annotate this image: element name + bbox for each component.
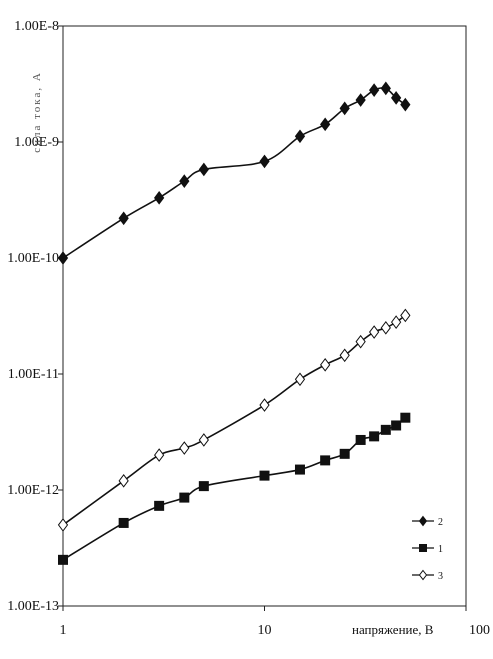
data-point [118, 473, 129, 488]
data-point [355, 434, 366, 445]
data-point [369, 83, 380, 97]
series-line [62, 87, 406, 259]
data-point [320, 357, 331, 372]
data-point [57, 518, 69, 532]
series-line [62, 314, 406, 526]
data-point [390, 315, 402, 329]
data-point [380, 424, 391, 435]
legend-marker [418, 515, 428, 527]
data-point [320, 117, 331, 132]
data-point [369, 431, 380, 442]
legend-marker [418, 569, 428, 581]
x-tick-label: 100 [469, 623, 490, 638]
series-2 [57, 81, 411, 265]
legend-item: 3 [412, 569, 443, 582]
data-point [369, 325, 380, 339]
y-axis-label: сила тока, А [31, 71, 43, 153]
y-tick-label: 1.00E-12 [7, 483, 59, 498]
y-tick-label: 1.00E-11 [8, 367, 59, 382]
legend-label: 3 [438, 571, 443, 582]
legend-item: 2 [412, 515, 443, 528]
data-point [400, 308, 411, 323]
data-point [198, 162, 209, 177]
data-point [198, 433, 209, 447]
data-point [154, 191, 165, 205]
data-point [57, 251, 69, 265]
data-point [154, 500, 165, 511]
data-point [179, 174, 190, 188]
data-point [179, 492, 190, 503]
data-point [294, 464, 305, 475]
data-point [355, 93, 366, 107]
data-point [355, 334, 366, 349]
data-point [339, 101, 350, 116]
legend-item: 1 [412, 544, 443, 555]
data-point [400, 412, 411, 423]
data-point [400, 97, 411, 112]
data-point [179, 441, 190, 455]
series-3 [57, 308, 411, 532]
data-point [391, 420, 402, 431]
data-point [380, 81, 391, 96]
y-tick-label: 1.00E-13 [7, 599, 59, 614]
legend-label: 1 [438, 544, 443, 555]
data-point [259, 398, 270, 412]
data-point [294, 129, 306, 144]
series-1 [58, 412, 411, 565]
legend-label: 2 [438, 517, 443, 528]
data-point [118, 517, 129, 528]
data-point [259, 470, 270, 481]
data-point [259, 154, 270, 169]
y-tick-label: 1.00E-8 [14, 19, 59, 34]
series-line [62, 417, 406, 561]
data-point [294, 372, 306, 387]
data-point [380, 321, 391, 335]
data-point [198, 481, 209, 492]
data-point [154, 448, 165, 462]
data-point [58, 554, 68, 565]
x-tick-label: 10 [258, 623, 272, 638]
y-tick-label: 1.00E-9 [14, 135, 59, 150]
y-tick-label: 1.00E-10 [7, 251, 59, 266]
data-point [339, 448, 350, 459]
x-tick-label: 1 [60, 623, 67, 638]
data-point [118, 211, 129, 226]
x-axis-label: напряжение, В [352, 622, 434, 637]
legend-marker [419, 544, 427, 552]
data-point [390, 91, 402, 105]
data-point [339, 348, 350, 363]
data-point [320, 455, 331, 466]
